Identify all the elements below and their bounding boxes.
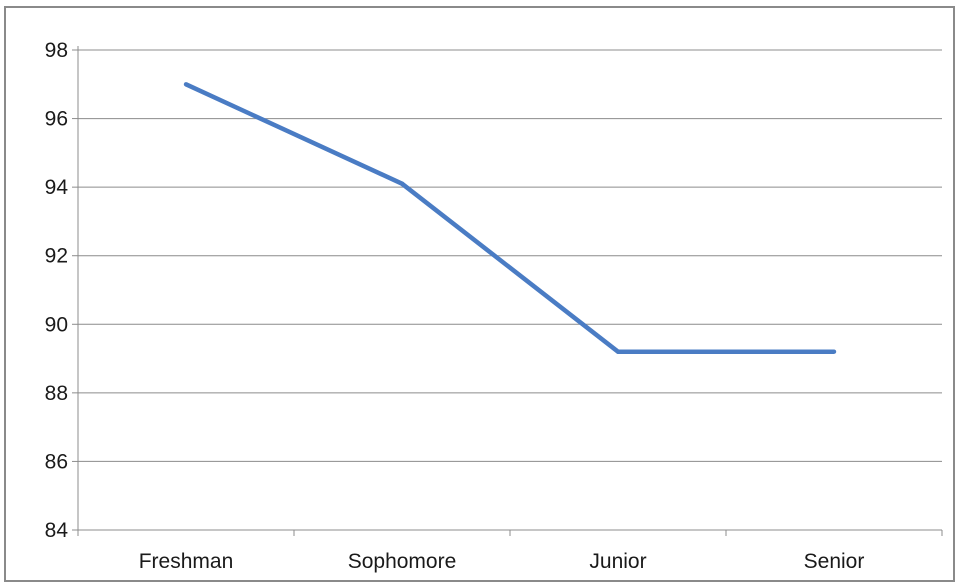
y-tick-label: 86	[45, 450, 68, 473]
x-tick-label: Freshman	[139, 550, 234, 573]
series	[183, 82, 837, 354]
y-tick-label: 98	[45, 39, 68, 62]
x-tick-label: Senior	[804, 550, 865, 573]
data-point	[831, 349, 837, 354]
data-point	[399, 181, 405, 186]
x-tick-label: Sophomore	[348, 550, 457, 573]
y-tick-label: 84	[45, 519, 69, 542]
series-line	[185, 82, 834, 354]
y-tick-labels: 84 86 88 90 92 94 96 98	[45, 39, 69, 542]
axes	[72, 46, 943, 536]
y-tick-label: 94	[45, 176, 69, 199]
y-tick-label: 96	[45, 108, 68, 131]
x-tick-labels: Freshman Sophomore Junior Senior	[139, 550, 865, 573]
data-point	[183, 82, 189, 87]
x-tick-label: Junior	[589, 550, 646, 573]
data-point	[615, 349, 621, 354]
y-tick-label: 88	[45, 382, 68, 405]
y-tick-label: 92	[45, 245, 68, 268]
y-tick-label: 90	[45, 313, 68, 336]
chart-frame	[4, 6, 955, 582]
gridlines	[78, 49, 942, 462]
